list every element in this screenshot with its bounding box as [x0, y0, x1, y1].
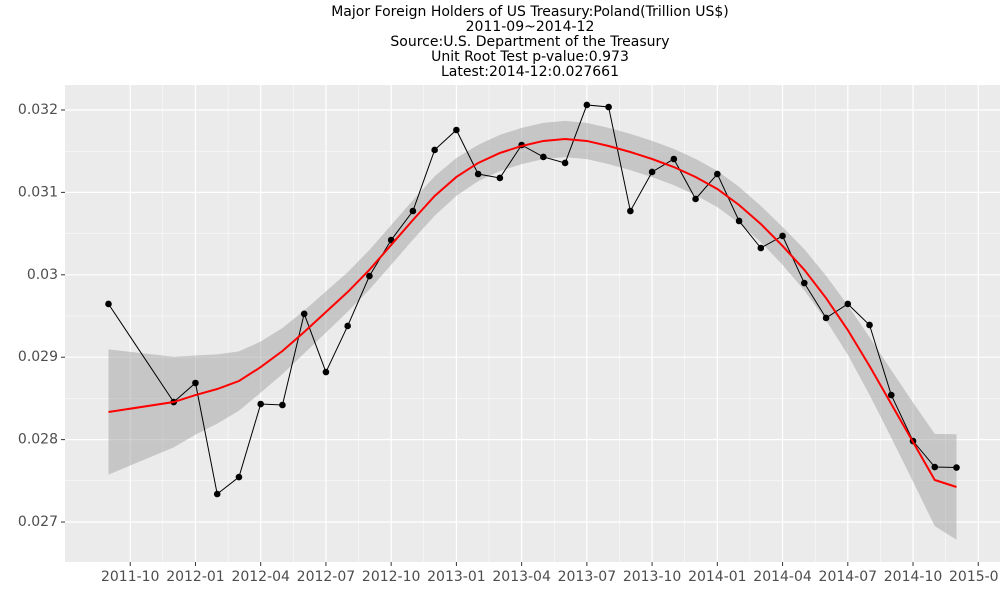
data-point	[366, 272, 373, 280]
y-tick-label: 0.027	[18, 514, 58, 530]
y-tick-label: 0.028	[18, 432, 58, 448]
data-point	[931, 463, 939, 471]
data-point	[866, 321, 873, 329]
data-point	[431, 146, 438, 154]
data-point	[192, 379, 199, 387]
data-point	[453, 126, 460, 134]
x-tick-label: 2014-01	[688, 569, 747, 585]
grid	[65, 85, 1000, 562]
data-point	[887, 391, 895, 399]
data-point	[105, 300, 112, 308]
data-point	[735, 217, 743, 225]
source: Source:U.S. Department of the Treasury	[390, 34, 669, 50]
data-point	[757, 244, 765, 252]
data-point	[670, 155, 678, 163]
confidence-band	[108, 120, 957, 540]
data-point	[801, 279, 808, 287]
data-point	[213, 490, 221, 498]
data-point	[279, 401, 286, 409]
data-point	[692, 195, 699, 203]
x-tick-label: 2013-10	[623, 569, 682, 585]
data-point	[953, 464, 960, 471]
smooth-line	[108, 137, 957, 488]
data-point	[540, 153, 547, 161]
y-tick-label: 0.029	[18, 349, 58, 365]
y-tick-label: 0.03	[27, 267, 58, 283]
x-tick-label: 2012-04	[231, 569, 290, 585]
data-line	[108, 104, 957, 495]
test: Unit Root Test p-value:0.973	[431, 49, 629, 65]
data-point	[409, 207, 417, 215]
x-tick-label: 2014-07	[819, 569, 878, 585]
data-point	[561, 159, 569, 167]
x-tick-label: 2013-01	[427, 569, 486, 585]
marks	[105, 101, 960, 540]
x-tick-label: 2013-07	[558, 569, 617, 585]
x-tick-label: 2011-10	[101, 569, 160, 585]
data-point	[627, 207, 634, 215]
data-point	[235, 473, 243, 481]
data-point	[714, 170, 721, 178]
data-point	[300, 310, 308, 318]
x-tick-label: 2013-04	[492, 569, 551, 585]
y-tick-label: 0.032	[18, 102, 58, 118]
data-point	[257, 400, 264, 408]
data-point	[779, 232, 786, 240]
chart-title: Major Foreign Holders of US Treasury:Pol…	[331, 4, 729, 20]
data-point	[844, 300, 852, 308]
data-point	[474, 170, 482, 178]
data-point	[322, 368, 330, 376]
x-tick-label: 2012-07	[297, 569, 356, 585]
latest: Latest:2014-12:0.027661	[441, 64, 619, 80]
data-point	[648, 168, 656, 176]
x-tick-label: 2015-01	[949, 569, 1000, 585]
data-point	[822, 314, 830, 322]
data-point	[583, 101, 591, 109]
data-point	[496, 174, 504, 182]
period: 2011-09~2014-12	[466, 19, 595, 35]
x-tick-label: 2012-01	[166, 569, 225, 585]
x-tick-label: 2014-10	[884, 569, 943, 585]
x-tick-label: 2014-04	[753, 569, 812, 585]
data-point	[605, 103, 612, 111]
y-tick-label: 0.031	[18, 184, 58, 200]
data-point	[344, 322, 351, 330]
x-tick-label: 2012-10	[362, 569, 421, 585]
